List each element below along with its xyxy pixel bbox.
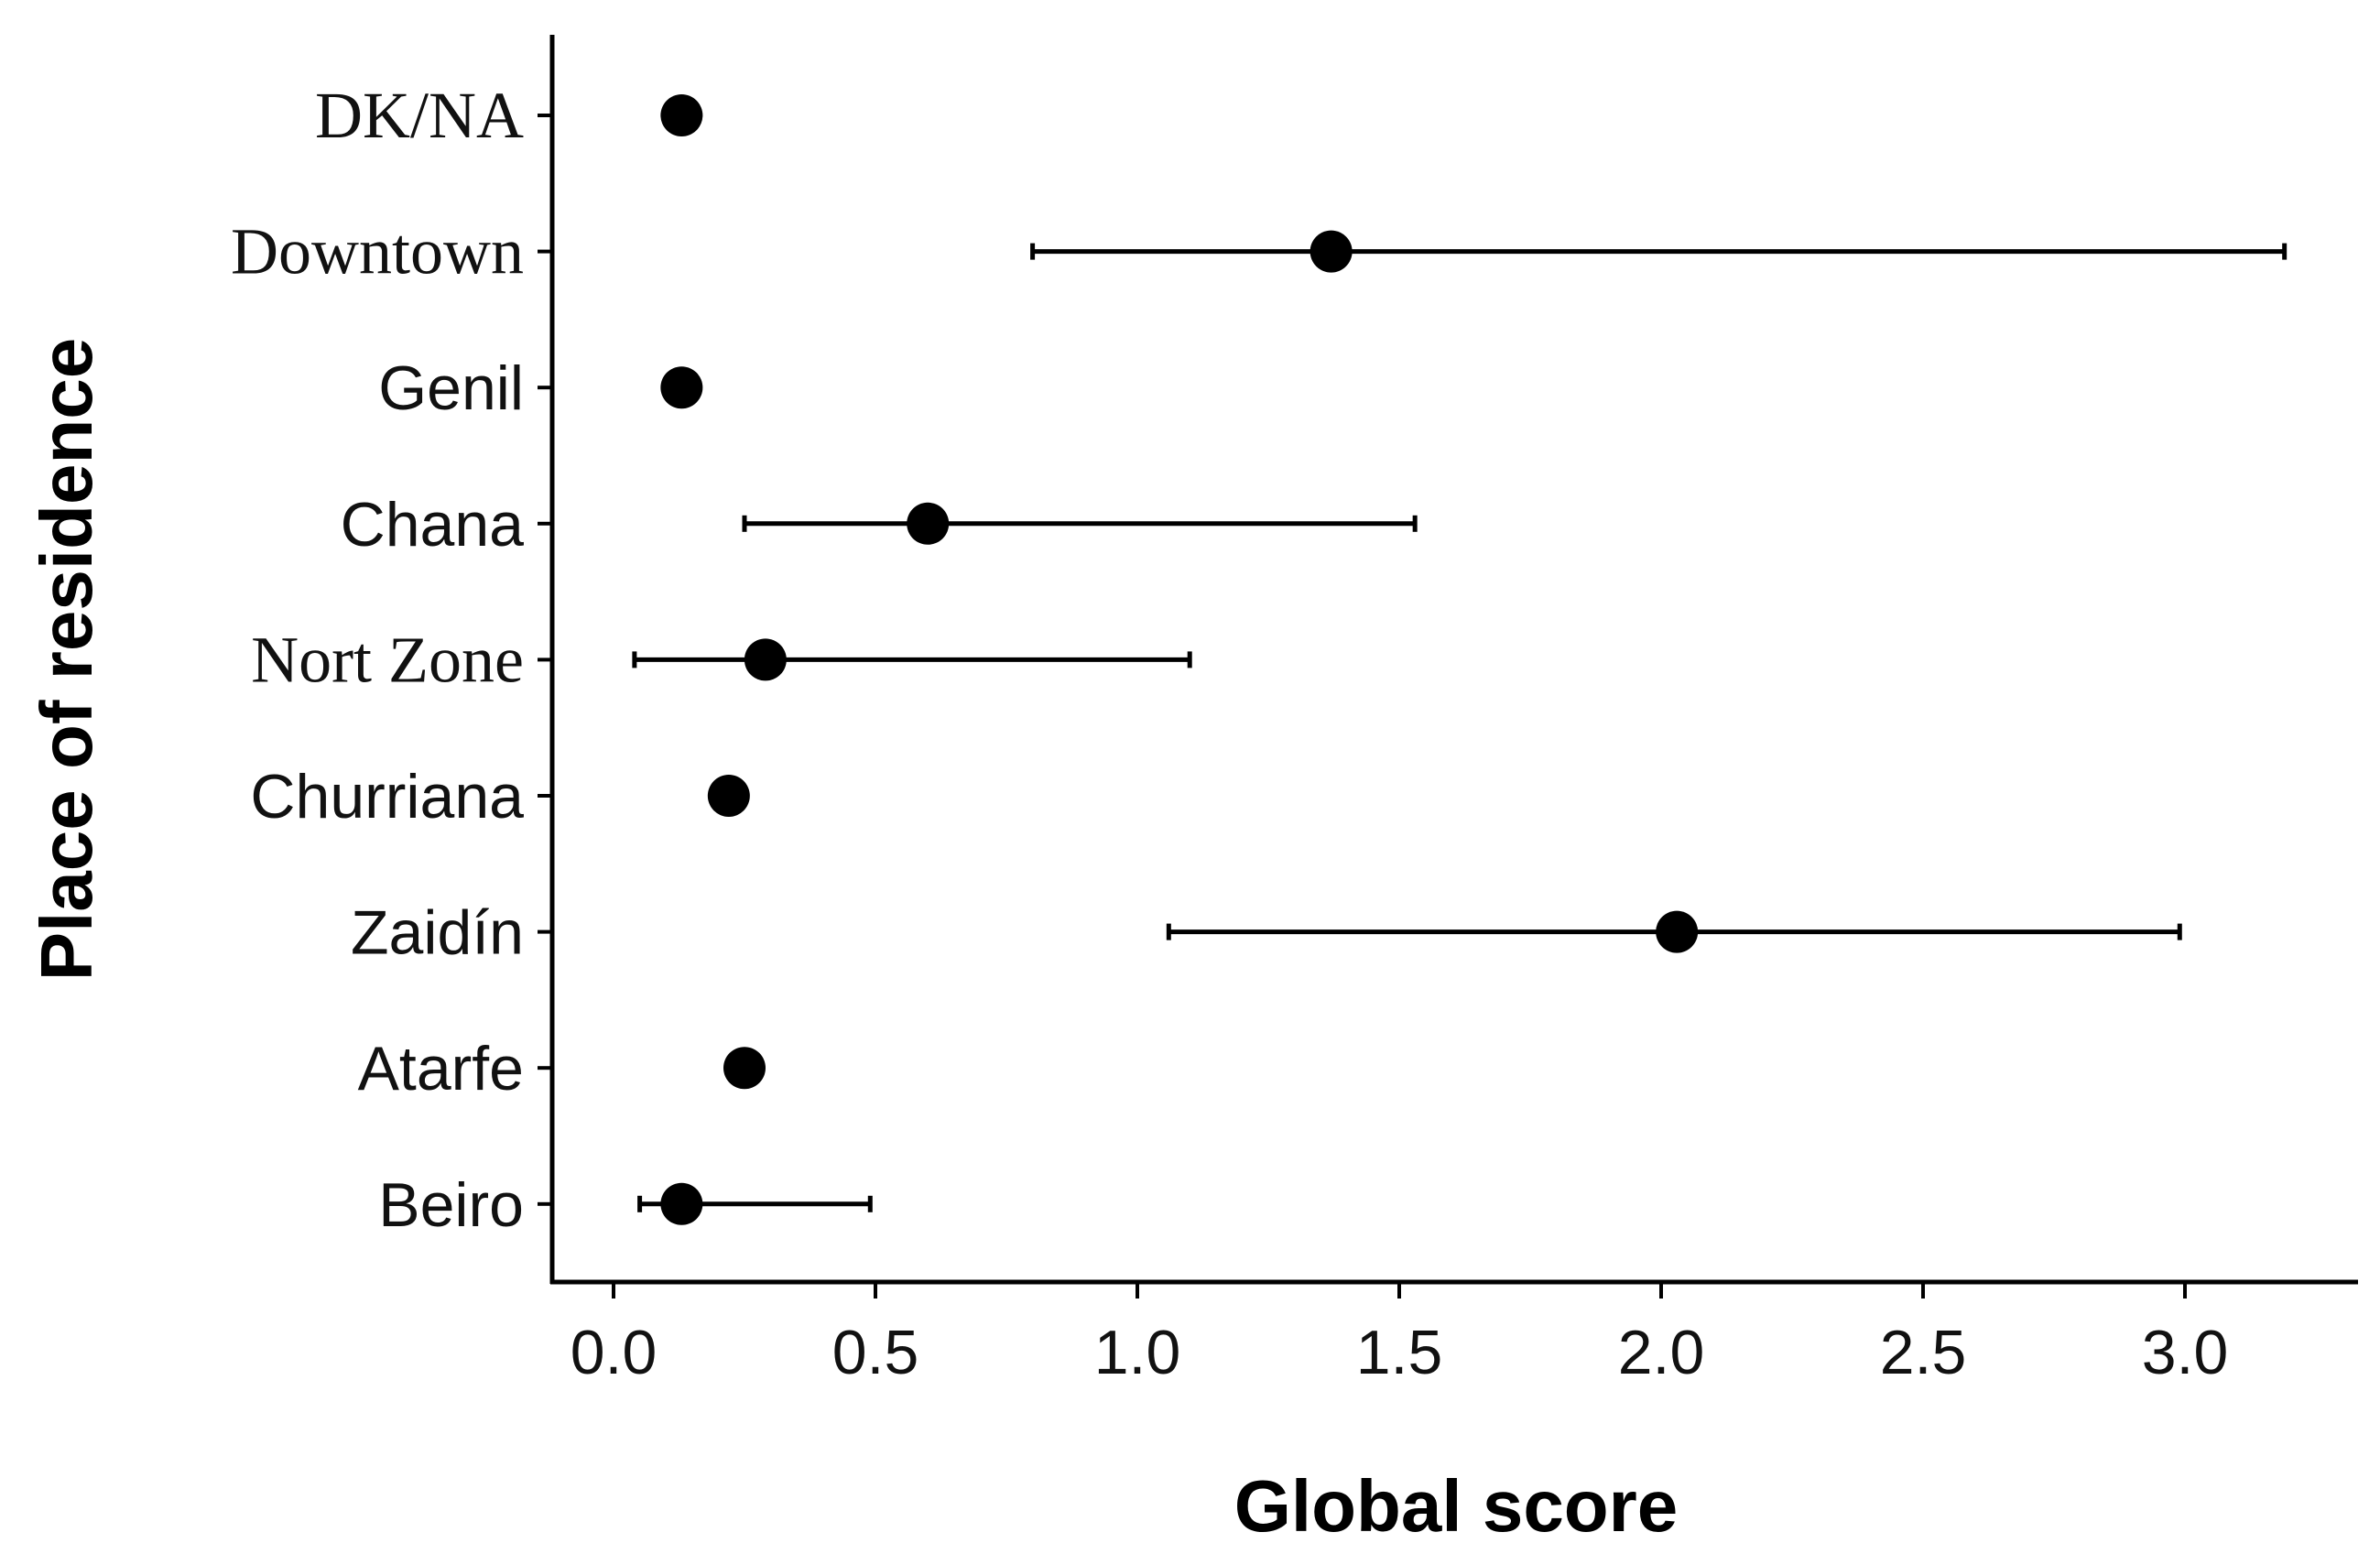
x-tick-label: 2.5: [1880, 1318, 1967, 1387]
y-tick-label: Genil: [378, 353, 524, 423]
x-tick-label: 1.5: [1356, 1318, 1443, 1387]
data-point: [1310, 230, 1353, 273]
data-point: [907, 502, 950, 545]
y-tick-label: Chana: [341, 490, 525, 560]
data-point: [660, 94, 703, 136]
error-bar: [632, 651, 1192, 668]
x-ticks: 0.0 0.5 1.0 1.5 2.0 2.5 3.0: [571, 1282, 2229, 1387]
x-tick-label: 0.0: [571, 1318, 657, 1387]
y-tick-label: Nort Zone: [251, 623, 524, 696]
data-point: [723, 1047, 766, 1090]
data-point: [1656, 910, 1699, 953]
x-axis-title: Global score: [1234, 1465, 1679, 1547]
data-point: [707, 775, 750, 817]
data-point: [744, 638, 787, 681]
data-point: [660, 1182, 703, 1225]
y-tick-label: Churriana: [250, 762, 524, 831]
error-bars: [632, 243, 2288, 1212]
y-tick-label: DK/NA: [315, 79, 524, 152]
y-tick-label: Zaidín: [351, 898, 524, 968]
y-ticks: DK/NA Downtown Genil Chana Nort Zone Churrian…: [231, 79, 552, 1240]
x-tick-label: 2.0: [1618, 1318, 1705, 1387]
data-point: [660, 366, 703, 409]
x-tick-label: 1.0: [1094, 1318, 1181, 1387]
y-tick-label: Beiro: [378, 1170, 524, 1240]
error-bar: [742, 515, 1418, 532]
plot-area: 0.0 0.5 1.0 1.5 2.0 2.5 3.0 DK/NA Downtown Genil…: [231, 35, 2358, 1387]
y-tick-label: Atarfe: [358, 1034, 524, 1103]
points: [660, 94, 1699, 1225]
y-axis-title: Place of residence: [26, 338, 107, 982]
x-tick-label: 0.5: [832, 1318, 919, 1387]
error-bar: [1030, 243, 2288, 260]
x-tick-label: 3.0: [2142, 1318, 2229, 1387]
y-tick-label: Downtown: [231, 215, 524, 288]
